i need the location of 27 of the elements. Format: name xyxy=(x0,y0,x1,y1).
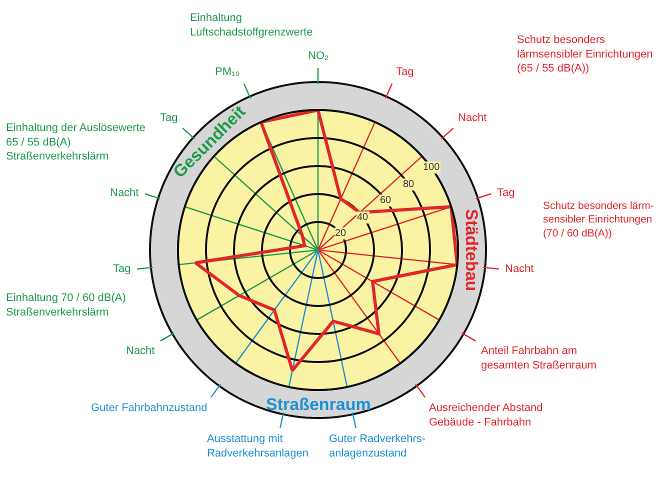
spoke-label: PM₁₀ xyxy=(215,66,240,78)
text: Städtebau xyxy=(462,209,481,292)
spoke-label: Anteil Fahrbahn am gesamten Straßenraum xyxy=(481,345,597,372)
spoke-label: Tag xyxy=(497,187,515,199)
spoke-label: Nacht xyxy=(126,345,155,357)
spoke-label: Tag xyxy=(113,263,131,275)
spoke-label: Nacht xyxy=(458,112,487,124)
spoke-label: Nacht xyxy=(110,187,139,199)
spoke-label: Ausreichender Abstand Gebäude - Fahrbahn xyxy=(429,402,543,428)
spoke-label: Tag xyxy=(396,66,414,78)
y-tick-label: 100 xyxy=(423,162,440,173)
text: Schutz besonders lärmsensibler Einrichtungen (65 / 55 dB(A)) xyxy=(517,34,653,75)
text: Straßenraum xyxy=(266,395,371,414)
text: Einhaltung der Auslösewerte 65 / 55 dB(A) Straßenverkehrslärm xyxy=(6,122,146,163)
y-tick-label: 80 xyxy=(403,179,415,190)
spoke-label: Guter Fahrbahnzustand xyxy=(91,402,208,414)
spoke-label: Nacht xyxy=(505,263,534,275)
y-tick-label: 60 xyxy=(380,195,392,206)
spoke-label: Tag xyxy=(160,112,178,124)
text: Schutz besonders lärm-sensibler Einrichtungen (70 / 60 dB(A)) xyxy=(543,200,654,240)
text: Einhaltung 70 / 60 dB(A) Straßenverkehrslärm xyxy=(6,292,126,318)
y-tick-label: 40 xyxy=(357,212,369,223)
spoke-label: Guter Radverkehrs-anlagenzustand xyxy=(329,433,426,460)
text: Einhaltung Luftschadstoffgrenzwerte xyxy=(190,12,313,38)
spoke-label: Ausstattung mit Radverkehrsanlagen xyxy=(207,433,309,460)
spoke-label: NO₂ xyxy=(308,50,329,62)
y-tick-label: 20 xyxy=(335,228,347,239)
